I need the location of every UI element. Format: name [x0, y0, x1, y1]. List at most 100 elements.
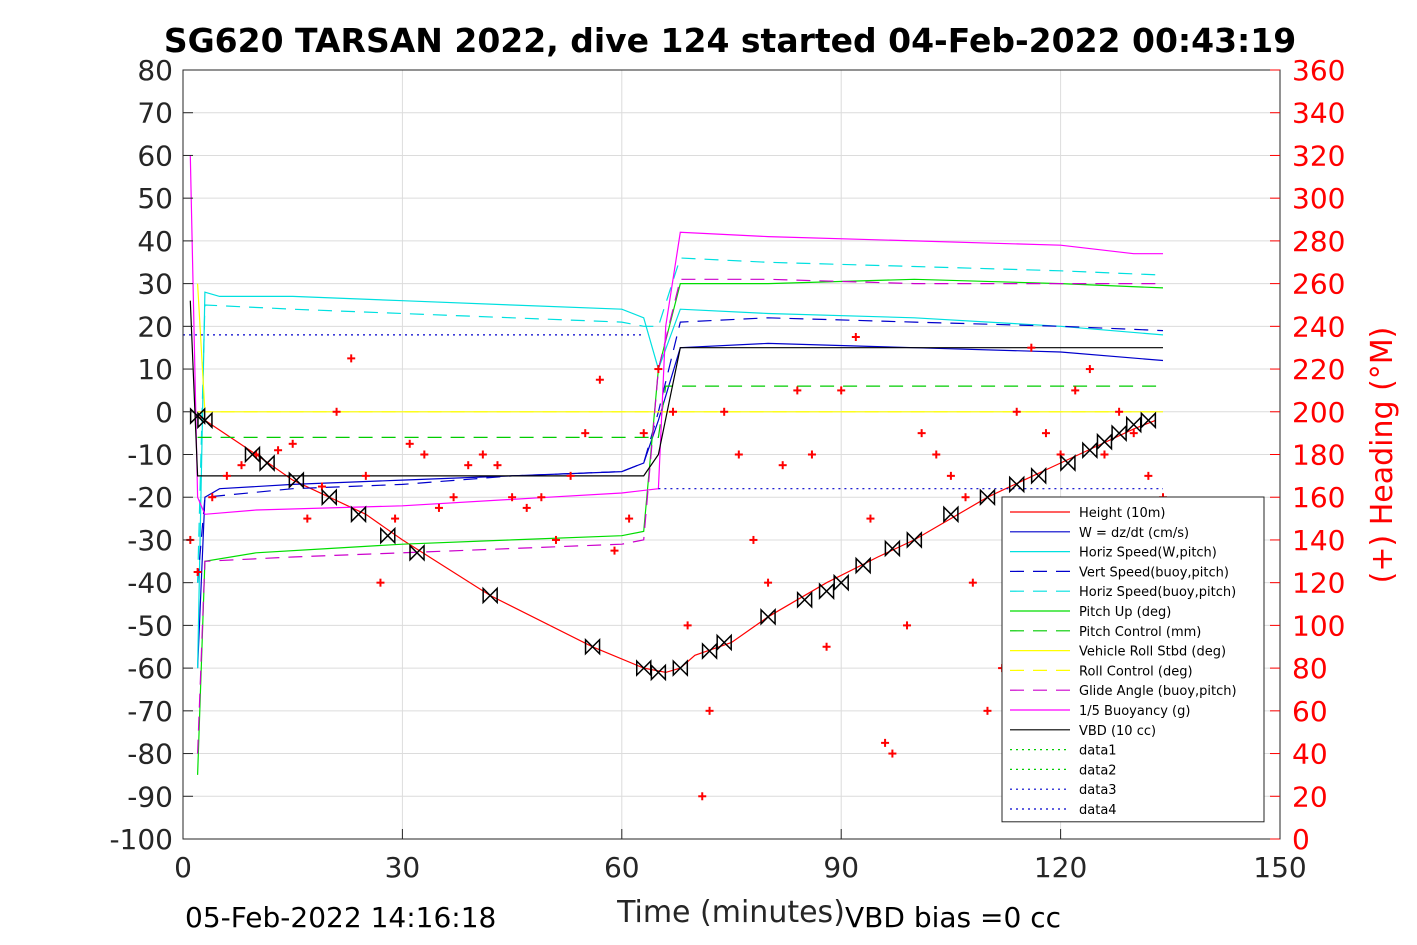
legend-label: Glide Angle (buoy,pitch): [1079, 684, 1237, 699]
vbd-marker: [288, 471, 305, 489]
left-tick-label: -50: [127, 609, 173, 642]
heading-point: [537, 493, 546, 502]
heading-point: [778, 461, 787, 470]
series-line-6: [197, 278, 1164, 775]
right-tick-label: 280: [1292, 225, 1345, 258]
right-tick-label: 240: [1292, 310, 1345, 343]
right-tick-label: 60: [1292, 695, 1328, 728]
legend-entry: data3: [1010, 783, 1117, 798]
vbd-marker: [350, 505, 367, 524]
heading-point: [449, 493, 458, 502]
heading-point: [551, 535, 560, 544]
right-tick-label: 20: [1292, 780, 1328, 813]
heading-point: [851, 333, 860, 342]
vbd-marker: [884, 539, 901, 558]
legend-entry: Pitch Control (mm): [1010, 625, 1201, 640]
left-tick-label: 10: [137, 353, 173, 386]
heading-point: [968, 578, 977, 587]
right-tick-label: 80: [1292, 652, 1328, 685]
heading-point: [478, 450, 487, 459]
heading-point: [961, 493, 970, 502]
right-axis-label: (+) Heading (°M): [1365, 327, 1400, 584]
left-tick-label: 40: [137, 225, 173, 258]
vbd-marker: [906, 531, 923, 549]
right-tick-label: 140: [1292, 524, 1345, 557]
legend-label: Height (10m): [1079, 506, 1165, 521]
heading-point: [1144, 471, 1153, 480]
legend-entry: Horiz Speed(W,pitch): [1010, 546, 1217, 561]
heading-point: [493, 461, 502, 470]
heading-point: [888, 749, 897, 758]
vbd-marker: [672, 659, 689, 677]
heading-point: [720, 407, 729, 416]
footer-timestamp: 05-Feb-2022 14:16:18: [185, 901, 496, 934]
right-tick-label: 340: [1292, 97, 1345, 130]
heading-point: [222, 471, 231, 480]
vbd-marker: [855, 556, 871, 575]
footer-vbd-bias: VBD bias =0 cc: [845, 901, 1061, 934]
left-tick-label: -60: [127, 652, 173, 685]
right-tick-label: 40: [1292, 738, 1328, 771]
heading-point: [391, 514, 400, 523]
heading-layer: [186, 333, 1167, 801]
right-tick-label: 120: [1292, 567, 1345, 600]
vbd-marker: [197, 411, 213, 430]
legend-entry: W = dz/dt (cm/s): [1010, 526, 1189, 541]
x-tick-label: 0: [174, 851, 192, 884]
vbd-marker: [1140, 411, 1157, 430]
left-tick-label: -90: [127, 780, 173, 813]
right-tick-label: 320: [1292, 139, 1345, 172]
left-tick-label: 60: [137, 139, 173, 172]
vbd-marker: [189, 407, 206, 425]
x-tick-label: 150: [1253, 851, 1306, 884]
heading-point: [434, 503, 443, 512]
right-axis-ticks: 3603403203002802602402202001801601401201…: [1270, 54, 1345, 856]
vbd-marker: [409, 543, 425, 562]
legend-label: W = dz/dt (cm/s): [1079, 526, 1189, 541]
legend-label: Horiz Speed(W,pitch): [1079, 546, 1217, 561]
vbd-marker-layer: [189, 407, 1157, 682]
legend-entry: Glide Angle (buoy,pitch): [1010, 684, 1237, 699]
series-line-4: [197, 317, 1164, 583]
legend-label: Pitch Control (mm): [1079, 625, 1201, 640]
vbd-marker: [650, 663, 667, 682]
heading-point: [420, 450, 429, 459]
legend-entry: VBD (10 cc): [1010, 724, 1156, 739]
left-tick-label: 70: [137, 97, 173, 130]
heading-point: [683, 621, 692, 630]
series-line-12: [189, 300, 1163, 477]
heading-point: [237, 461, 246, 470]
heading-point: [464, 461, 473, 470]
legend-label: data3: [1079, 783, 1117, 798]
vbd-marker: [943, 505, 959, 524]
heading-point: [405, 439, 414, 448]
heading-point: [917, 429, 926, 438]
heading-point: [668, 407, 677, 416]
heading-point: [595, 375, 604, 384]
heading-point: [698, 792, 707, 801]
heading-point: [376, 578, 385, 587]
vbd-marker: [760, 608, 776, 626]
left-tick-label: -30: [127, 524, 173, 557]
heading-point: [332, 407, 341, 416]
legend-label: Vehicle Roll Stbd (deg): [1079, 645, 1226, 660]
legend-entry: data4: [1010, 803, 1117, 818]
left-tick-label: 0: [155, 396, 173, 429]
legend-label: VBD (10 cc): [1079, 724, 1156, 739]
left-tick-label: -100: [109, 823, 173, 856]
legend-label: 1/5 Buoyancy (g): [1079, 704, 1190, 719]
vbd-marker: [259, 454, 275, 472]
legend-entry: Horiz Speed(buoy,pitch): [1010, 585, 1236, 600]
legend-label: data4: [1079, 803, 1117, 818]
heading-point: [274, 446, 283, 455]
x-tick-label: 30: [385, 851, 421, 884]
right-tick-label: 200: [1292, 396, 1345, 429]
series-layer: [183, 155, 1164, 775]
left-axis-ticks: 80 70 60 50 40 30 20 10 0 -10 -20 -30 -40 -50 -60 -70 -8…: [109, 54, 193, 856]
series-line-10: [197, 278, 1163, 754]
right-tick-label: 160: [1292, 481, 1345, 514]
x-axis-label: Time (minutes): [616, 895, 845, 930]
right-tick-label: 0: [1292, 823, 1310, 856]
heading-point: [288, 439, 297, 448]
left-tick-label: -40: [127, 567, 173, 600]
